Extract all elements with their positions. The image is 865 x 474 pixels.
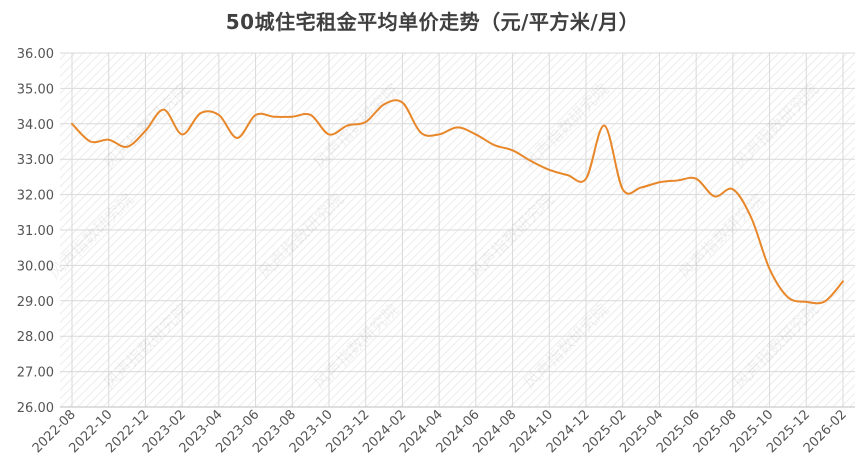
data-point bbox=[603, 125, 605, 127]
y-tick-label: 28.00 bbox=[17, 330, 54, 345]
y-tick-label: 31.00 bbox=[17, 224, 54, 239]
data-point bbox=[126, 146, 128, 148]
data-point bbox=[714, 195, 716, 197]
data-point bbox=[163, 109, 165, 111]
data-point bbox=[493, 144, 495, 146]
data-point bbox=[512, 149, 514, 151]
y-tick-label: 30.00 bbox=[17, 259, 54, 274]
data-point bbox=[328, 133, 330, 135]
y-tick-label: 33.00 bbox=[17, 153, 54, 168]
data-point bbox=[658, 181, 660, 183]
data-point bbox=[310, 114, 312, 116]
data-point bbox=[769, 268, 771, 270]
grid bbox=[60, 52, 855, 408]
data-point bbox=[200, 112, 202, 114]
data-point bbox=[585, 178, 587, 180]
y-tick-label: 27.00 bbox=[17, 366, 54, 381]
data-point bbox=[89, 141, 91, 143]
data-point bbox=[805, 301, 807, 303]
data-point bbox=[750, 217, 752, 219]
data-point bbox=[218, 114, 220, 116]
data-point bbox=[273, 116, 275, 118]
data-point bbox=[677, 179, 679, 181]
data-point bbox=[71, 123, 73, 125]
data-point bbox=[291, 116, 293, 118]
data-point bbox=[824, 301, 826, 303]
data-point bbox=[108, 139, 110, 141]
y-tick-label: 26.00 bbox=[17, 401, 54, 416]
y-tick-label: 29.00 bbox=[17, 295, 54, 310]
y-tick-label: 36.00 bbox=[17, 47, 54, 62]
data-point bbox=[622, 188, 624, 190]
data-point bbox=[640, 187, 642, 189]
data-point bbox=[530, 160, 532, 162]
series bbox=[71, 99, 844, 305]
data-point bbox=[787, 296, 789, 298]
data-point bbox=[548, 169, 550, 171]
series-line bbox=[71, 99, 844, 305]
data-point bbox=[842, 280, 844, 282]
y-tick-label: 34.00 bbox=[17, 118, 54, 133]
data-point bbox=[255, 114, 257, 116]
data-point bbox=[567, 174, 569, 176]
chart-title: 50城住宅租金平均单价走势（元/平方米/月） bbox=[225, 10, 640, 34]
data-point bbox=[144, 130, 146, 132]
data-point bbox=[420, 132, 422, 134]
data-point bbox=[475, 133, 477, 135]
data-point bbox=[695, 178, 697, 180]
data-point bbox=[438, 133, 440, 135]
data-point bbox=[346, 125, 348, 127]
data-point bbox=[365, 121, 367, 123]
data-point bbox=[181, 133, 183, 135]
y-tick-label: 35.00 bbox=[17, 82, 54, 97]
y-tick-label: 32.00 bbox=[17, 189, 54, 204]
data-point bbox=[236, 137, 238, 139]
data-point bbox=[732, 188, 734, 190]
data-point bbox=[383, 103, 385, 105]
data-point bbox=[401, 102, 403, 104]
data-point bbox=[457, 126, 459, 128]
